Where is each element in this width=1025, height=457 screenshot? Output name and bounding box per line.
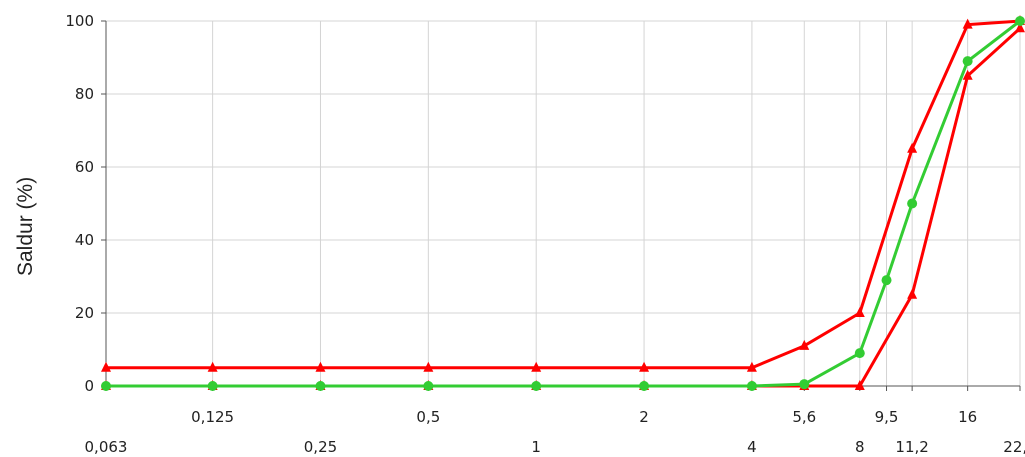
y-tick-label: 0 bbox=[84, 377, 94, 395]
data-point bbox=[799, 379, 810, 390]
data-point bbox=[423, 361, 434, 372]
x-tick-label: 16 bbox=[958, 408, 977, 426]
y-tick-label: 20 bbox=[75, 304, 94, 322]
data-point bbox=[101, 361, 111, 372]
data-point bbox=[854, 307, 865, 317]
x-tick-label: 8 bbox=[855, 438, 865, 456]
data-point bbox=[1015, 16, 1025, 26]
y-axis-label: Saldur (%) bbox=[14, 176, 37, 276]
data-point bbox=[799, 339, 810, 350]
x-tick-label: 0,25 bbox=[304, 438, 337, 456]
data-point bbox=[907, 142, 918, 153]
y-tick-label: 100 bbox=[65, 12, 94, 30]
x-tick-label: 11,2 bbox=[895, 438, 928, 456]
data-point bbox=[962, 69, 973, 80]
x-tick-label: 9,5 bbox=[875, 408, 899, 426]
x-tick-label: 5,6 bbox=[792, 408, 816, 426]
data-point bbox=[315, 381, 326, 391]
x-tick-label: 0,5 bbox=[416, 408, 440, 426]
x-tick-label: 2 bbox=[639, 408, 649, 426]
data-point bbox=[101, 381, 111, 391]
data-point bbox=[639, 381, 650, 391]
data-point bbox=[746, 361, 757, 372]
plot-area bbox=[106, 21, 1020, 386]
data-point bbox=[962, 56, 973, 67]
data-point bbox=[207, 361, 218, 372]
data-point bbox=[531, 361, 542, 372]
data-point bbox=[1015, 22, 1025, 33]
data-point bbox=[854, 348, 865, 359]
x-tick-label: 0,063 bbox=[85, 438, 128, 456]
data-point bbox=[315, 361, 326, 372]
data-point bbox=[962, 18, 973, 29]
data-point bbox=[907, 288, 918, 299]
data-point bbox=[531, 381, 542, 391]
y-tick-label: 80 bbox=[75, 85, 94, 103]
x-tick-label: 4 bbox=[747, 438, 757, 456]
y-tick-label: 40 bbox=[75, 231, 94, 249]
data-point bbox=[746, 381, 757, 391]
data-point bbox=[639, 361, 650, 372]
x-tick-label: 22,4 bbox=[1003, 438, 1025, 456]
x-tick-label: 0,125 bbox=[191, 408, 234, 426]
series-line bbox=[106, 19, 1021, 370]
data-point bbox=[854, 380, 865, 390]
x-tick-label: 1 bbox=[531, 438, 541, 456]
data-point bbox=[207, 381, 218, 391]
data-point bbox=[881, 275, 892, 286]
data-point bbox=[907, 198, 918, 209]
y-tick-label: 60 bbox=[75, 158, 94, 176]
data-point bbox=[423, 381, 434, 391]
